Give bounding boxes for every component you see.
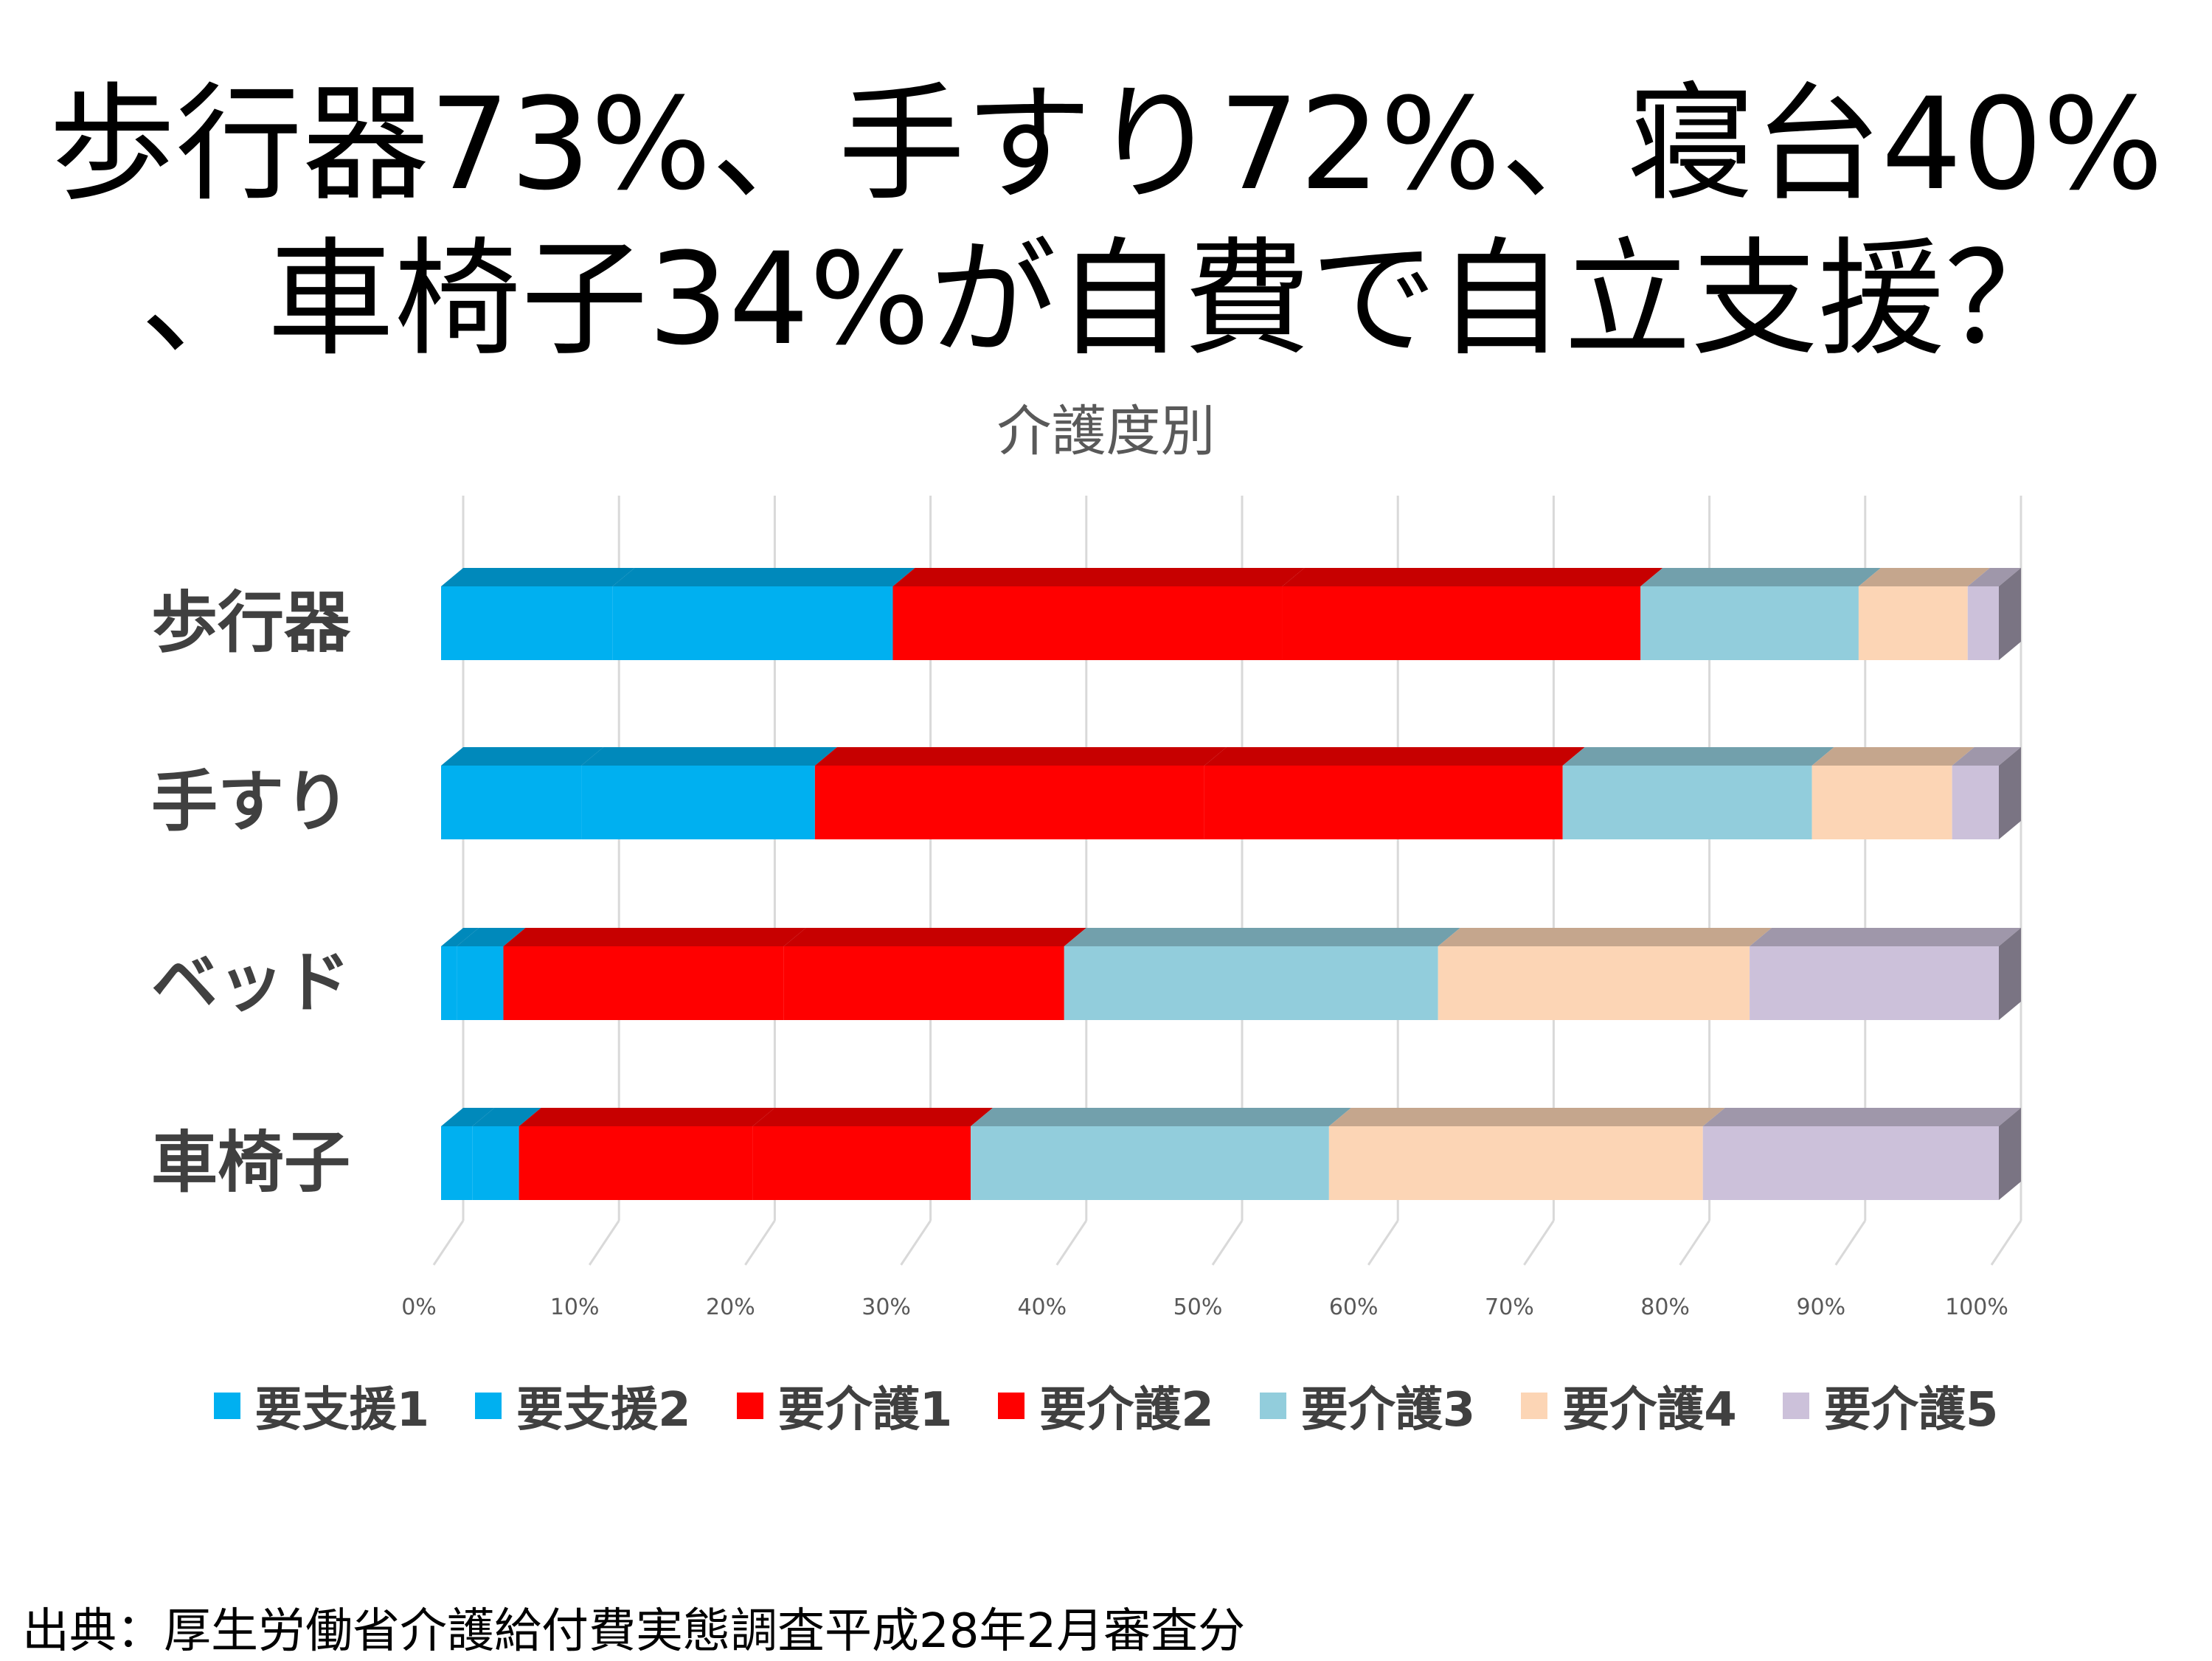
gridline-floor [1834,1220,1867,1266]
legend-swatch [1782,1393,1809,1419]
bar-segment [1858,568,1990,660]
bar-segment [1702,1108,2021,1200]
chart-legend: 要支援1 要支援2 要介護1 要介護2 要介護3 要介護4 要介護5 [0,1372,2212,1440]
gridline-floor [1211,1220,1244,1266]
bar-segment [1640,568,1881,660]
bar-segment [441,1108,495,1200]
bar-segment [503,928,806,1020]
category-label: 手すり [151,763,350,841]
headline-line-2: 、車椅子34%が自費で自立支援？ [140,225,2072,373]
legend-item: 要介護5 [1782,1372,1999,1440]
stacked-bar-chart: 0% 10% 20% 30% 40% 50% 60% 70% 80% 90% 100% 歩行器手すりベ… [151,496,2022,1320]
bar-segment [1952,747,2021,839]
source-note: 出典：厚生労働省介護給付費実態調査平成28年2月審査分 [22,1604,1246,1659]
legend-label: 要介護1 [777,1383,953,1438]
legend-label: 要介護5 [1823,1383,1999,1438]
x-tick-label: 80% [1640,1294,1690,1320]
bar-segment [457,928,526,1020]
bar-segment [1967,568,2021,660]
x-tick-label: 40% [1017,1294,1067,1320]
gridline-floor [1055,1220,1088,1266]
x-tick-label: 70% [1485,1294,1534,1320]
legend-item: 要介護1 [736,1372,953,1440]
category-label: 車椅子 [151,1124,350,1201]
legend-item: 要介護2 [998,1372,1214,1440]
gridline-floor [1679,1220,1710,1266]
legend-label: 要支援2 [516,1383,691,1438]
bar-segment [1064,928,1460,1020]
legend-item: 要支援1 [213,1372,430,1440]
gridline-floor [744,1220,776,1266]
bar-segment [519,1108,775,1200]
bar-segment [441,928,479,1020]
bar-segment [441,747,604,839]
legend-item: 要支援2 [475,1372,691,1440]
x-tick-label: 0% [401,1294,437,1320]
bar-segment [1750,928,2021,1020]
gridline-floor [1523,1220,1555,1266]
legend-swatch [998,1393,1025,1419]
legend-label: 要介護3 [1300,1383,1476,1438]
x-tick-label: 90% [1796,1294,1845,1320]
legend-swatch [736,1393,763,1419]
x-tick-label: 20% [706,1294,755,1320]
bar-segment [814,747,1227,839]
bar-segment [1562,747,1834,839]
category-label: ベッド [151,944,350,1022]
bar-segment [441,568,635,660]
x-tick-label: 100% [1945,1294,2008,1320]
gridline-floor [1990,1220,2022,1266]
bar-segment [472,1108,541,1200]
x-tick-label: 30% [861,1294,911,1320]
gridline-floor [588,1220,620,1266]
bar-segment [1438,928,1772,1020]
gridline-floor [1367,1220,1399,1266]
gridline-floor [432,1220,465,1266]
legend-label: 要介護2 [1039,1383,1214,1438]
bar-segment [1328,1108,1725,1200]
bar-segment [752,1108,994,1200]
bar-segment [1811,747,1974,839]
legend-item: 要介護3 [1259,1372,1476,1440]
legend-swatch [475,1393,502,1419]
legend-swatch [213,1393,240,1419]
chart-title: 介護度別 [996,400,1216,463]
gridline-floor [900,1220,932,1266]
bar-segment [1282,568,1663,660]
legend-label: 要介護4 [1562,1383,1737,1438]
x-tick-label: 50% [1173,1294,1223,1320]
x-tick-label: 10% [550,1294,600,1320]
bar-segment [1204,747,1585,839]
legend-swatch [1259,1393,1286,1419]
bar-segment [612,568,915,660]
legend-item: 要介護4 [1521,1372,1737,1440]
bar-segment [581,747,837,839]
bar-segment [971,1108,1351,1200]
headline-line-1: 歩行器73%、手すり72%、寝台40% [49,70,2163,218]
category-label: 歩行器 [151,584,351,662]
bar-segment [892,568,1305,660]
legend-swatch [1521,1393,1548,1419]
bar-segment [783,928,1086,1020]
x-tick-label: 60% [1329,1294,1379,1320]
legend-label: 要支援1 [254,1383,430,1438]
